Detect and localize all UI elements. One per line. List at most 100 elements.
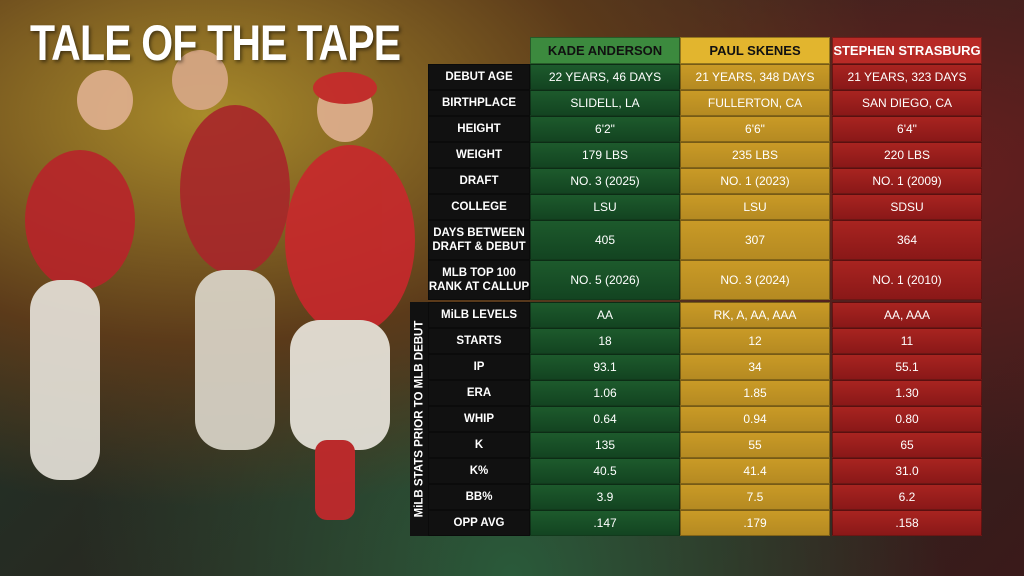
side-label: MiLB STATS PRIOR TO MLB DEBUT <box>410 302 428 536</box>
cell-text: 6'6" <box>745 122 765 136</box>
row-label-line: BIRTHPLACE <box>441 97 517 109</box>
row-label-line: DAYS BETWEEN <box>433 227 525 239</box>
table-cell: NO. 1 (2023) <box>680 168 830 194</box>
row-label: STARTS <box>428 328 530 354</box>
table-cell: SDSU <box>832 194 982 220</box>
cell-text: RK, A, AA, AAA <box>713 308 797 322</box>
row-label-line: MLB TOP 100 <box>442 267 516 279</box>
table-cell: 6'4" <box>832 116 982 142</box>
row-label: BB% <box>428 484 530 510</box>
table-cell: .147 <box>530 510 680 536</box>
cell-text: 1.30 <box>895 386 919 400</box>
row-label: MLB TOP 100 RANK AT CALLUP <box>428 260 530 300</box>
row-label-line: WEIGHT <box>456 149 502 161</box>
table-cell: 220 LBS <box>832 142 982 168</box>
row-label-line: MiLB LEVELS <box>440 309 518 321</box>
cell-text: 405 <box>594 233 616 247</box>
cell-text: 21 YEARS, 348 DAYS <box>695 70 815 84</box>
row-label-line: K% <box>469 465 489 477</box>
cell-text: 0.94 <box>743 412 767 426</box>
table-cell: NO. 3 (2025) <box>530 168 680 194</box>
row-label: OPP AVG <box>428 510 530 536</box>
row-label: WHIP <box>428 406 530 432</box>
table-cell: 0.94 <box>680 406 830 432</box>
row-label: HEIGHT <box>428 116 530 142</box>
row-label-line: DEBUT AGE <box>445 71 513 83</box>
table-cell: 179 LBS <box>530 142 680 168</box>
column-header-text: PAUL SKENES <box>709 43 801 58</box>
cell-text: 6.2 <box>898 490 916 504</box>
cell-text: SDSU <box>890 200 924 214</box>
cell-text: SAN DIEGO, CA <box>861 96 953 110</box>
row-label: IP <box>428 354 530 380</box>
cell-text: 31.0 <box>895 464 919 478</box>
cell-text: 235 LBS <box>731 148 779 162</box>
table-cell: 7.5 <box>680 484 830 510</box>
cell-text: 6'4" <box>897 122 917 136</box>
row-label: DAYS BETWEEN DRAFT & DEBUT <box>428 220 530 260</box>
cell-text: .158 <box>895 516 919 530</box>
row-label-line: IP <box>473 361 485 373</box>
table-cell: 364 <box>832 220 982 260</box>
table-cell: LSU <box>680 194 830 220</box>
cell-text: 220 LBS <box>883 148 931 162</box>
cell-text: .179 <box>743 516 767 530</box>
cell-text: NO. 5 (2026) <box>570 273 640 287</box>
cell-text: 364 <box>896 233 918 247</box>
table-cell: 11 <box>832 328 982 354</box>
players-art <box>25 50 415 520</box>
cell-text: SLIDELL, LA <box>570 96 640 110</box>
side-label-text: MiLB STATS PRIOR TO MLB DEBUT <box>413 320 425 518</box>
row-label-line: DRAFT & DEBUT <box>432 241 526 253</box>
table-cell: AA, AAA <box>832 302 982 328</box>
table-cell: 307 <box>680 220 830 260</box>
row-label-line: RANK AT CALLUP <box>428 281 530 293</box>
table-cell: 41.4 <box>680 458 830 484</box>
cell-text: 307 <box>744 233 766 247</box>
row-label-line: WHIP <box>463 413 495 425</box>
table-cell: 6'6" <box>680 116 830 142</box>
cell-text: 135 <box>594 438 616 452</box>
column-header-text: KADE ANDERSON <box>547 43 663 58</box>
row-label-line: BB% <box>465 491 493 503</box>
cell-text: NO. 1 (2009) <box>872 174 942 188</box>
cell-text: 55 <box>748 438 762 452</box>
cell-text: FULLERTON, CA <box>707 96 803 110</box>
cell-text: 0.64 <box>593 412 617 426</box>
cell-text: AA, AAA <box>883 308 931 322</box>
cell-text: 11 <box>900 334 914 348</box>
table-cell: 40.5 <box>530 458 680 484</box>
cell-text: NO. 1 (2023) <box>720 174 790 188</box>
table-cell: LSU <box>530 194 680 220</box>
table-cell: NO. 5 (2026) <box>530 260 680 300</box>
cell-text: 41.4 <box>743 464 767 478</box>
table-cell: SLIDELL, LA <box>530 90 680 116</box>
table-cell: 135 <box>530 432 680 458</box>
table-cell: 65 <box>832 432 982 458</box>
table-cell: 93.1 <box>530 354 680 380</box>
cell-text: 18 <box>598 334 612 348</box>
cell-text: 21 YEARS, 323 DAYS <box>847 70 967 84</box>
table-cell: RK, A, AA, AAA <box>680 302 830 328</box>
table-cell: SAN DIEGO, CA <box>832 90 982 116</box>
cell-text: 7.5 <box>746 490 764 504</box>
table-cell: 6'2" <box>530 116 680 142</box>
table-cell: 21 YEARS, 348 DAYS <box>680 64 830 90</box>
row-label: WEIGHT <box>428 142 530 168</box>
cell-text: 179 LBS <box>581 148 629 162</box>
table-cell: 55.1 <box>832 354 982 380</box>
table-cell: 31.0 <box>832 458 982 484</box>
column-header: PAUL SKENES <box>680 37 830 64</box>
cell-text: 12 <box>748 334 762 348</box>
cell-text: 1.06 <box>593 386 617 400</box>
cell-text: AA <box>596 308 613 322</box>
cell-text: 22 YEARS, 46 DAYS <box>548 70 662 84</box>
cell-text: LSU <box>743 200 767 214</box>
row-label-line: HEIGHT <box>457 123 501 135</box>
cell-text: 65 <box>900 438 914 452</box>
cell-text: 0.80 <box>895 412 919 426</box>
row-label-line: COLLEGE <box>451 201 507 213</box>
row-label-line: ERA <box>466 387 492 399</box>
cell-text: 40.5 <box>593 464 617 478</box>
